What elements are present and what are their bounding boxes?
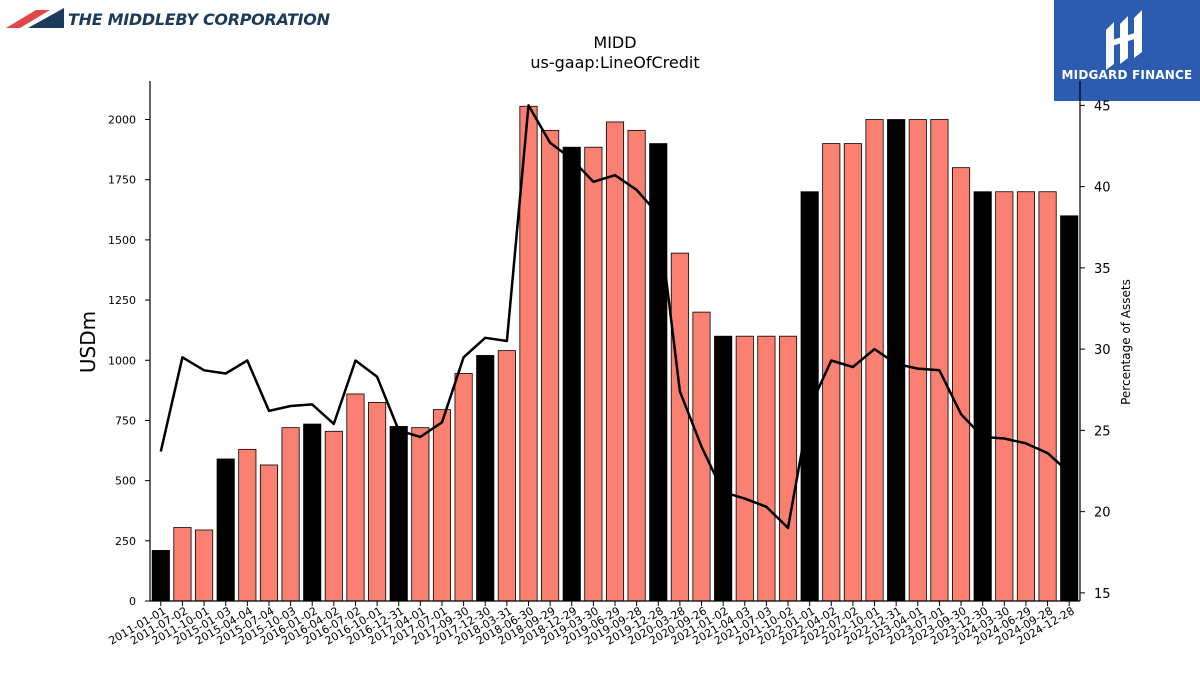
line-series — [159, 104, 1071, 530]
bar — [238, 448, 257, 602]
chart-title: MIDD — [593, 33, 637, 52]
y2-tick-label: 20 — [1094, 506, 1111, 521]
bar — [930, 119, 949, 602]
bar — [281, 427, 300, 602]
bar — [454, 373, 473, 602]
bar — [584, 146, 603, 602]
bar — [432, 409, 452, 602]
y-tick-label: 1500 — [108, 234, 136, 247]
y-axis-label: USDm — [76, 311, 100, 373]
bar — [1060, 215, 1079, 602]
bar — [670, 252, 689, 602]
bar — [303, 423, 322, 602]
bar — [389, 426, 408, 602]
y-tick-label: 500 — [115, 475, 136, 488]
percentage-line — [159, 104, 1071, 530]
y-tick-label: 1000 — [108, 354, 136, 367]
bar — [324, 430, 343, 602]
bar — [951, 167, 971, 602]
y-tick-label: 1250 — [108, 294, 136, 307]
y-tick-label: 0 — [129, 595, 136, 608]
bar — [1016, 191, 1035, 602]
bar — [995, 191, 1014, 602]
brand-logo: MIDGARD FINANCE — [1054, 0, 1200, 101]
bar — [259, 464, 279, 602]
bar — [1038, 191, 1057, 602]
bar — [562, 146, 581, 602]
bar — [476, 355, 495, 602]
chart-subtitle: us-gaap:LineOfCredit — [530, 53, 700, 72]
bar — [541, 129, 560, 602]
bar — [627, 129, 646, 602]
bar-series — [151, 105, 1079, 602]
bar — [605, 121, 625, 602]
y-tick-label: 2000 — [108, 114, 136, 127]
bar — [649, 143, 668, 602]
y-tick-label: 250 — [115, 535, 136, 548]
bar — [411, 427, 430, 602]
bar — [195, 529, 214, 602]
brand-logo-mark — [1106, 10, 1142, 70]
brand-name: MIDGARD FINANCE — [1061, 68, 1193, 82]
bar — [757, 335, 776, 602]
bar — [735, 335, 754, 602]
company-name: THE MIDDLEBY CORPORATION — [68, 9, 330, 29]
bar — [173, 527, 192, 602]
bar — [865, 119, 884, 602]
y2-tick-label: 30 — [1094, 343, 1111, 358]
bar — [151, 550, 170, 602]
company-logo-mark — [6, 8, 64, 28]
bar — [346, 393, 365, 602]
bar — [973, 191, 992, 602]
y2-tick-label: 40 — [1094, 181, 1111, 196]
bar — [843, 143, 862, 602]
y2-tick-label: 15 — [1094, 587, 1111, 602]
bar — [368, 401, 387, 602]
y-tick-label: 750 — [115, 414, 136, 427]
y-tick-label: 1750 — [108, 174, 136, 187]
bar — [908, 119, 927, 602]
company-logo: THE MIDDLEBY CORPORATION — [6, 6, 330, 32]
y2-tick-label: 35 — [1094, 262, 1111, 277]
y2-axis-ticks: 15 20 25 30 35 40 45 — [1080, 99, 1111, 602]
bar — [216, 458, 235, 602]
bar — [778, 335, 798, 602]
y-axis-ticks: 0 250 500 750 1000 1250 1500 1750 2000 — [108, 114, 150, 608]
y2-tick-label: 25 — [1094, 424, 1111, 439]
x-axis-ticks: 2011-01-012011-07-022011-10-012015-01-03… — [106, 601, 1077, 648]
bar — [714, 335, 733, 602]
y2-tick-label: 45 — [1094, 99, 1111, 114]
bar — [497, 350, 516, 602]
y2-axis-label: Percentage of Assets — [1119, 279, 1133, 405]
